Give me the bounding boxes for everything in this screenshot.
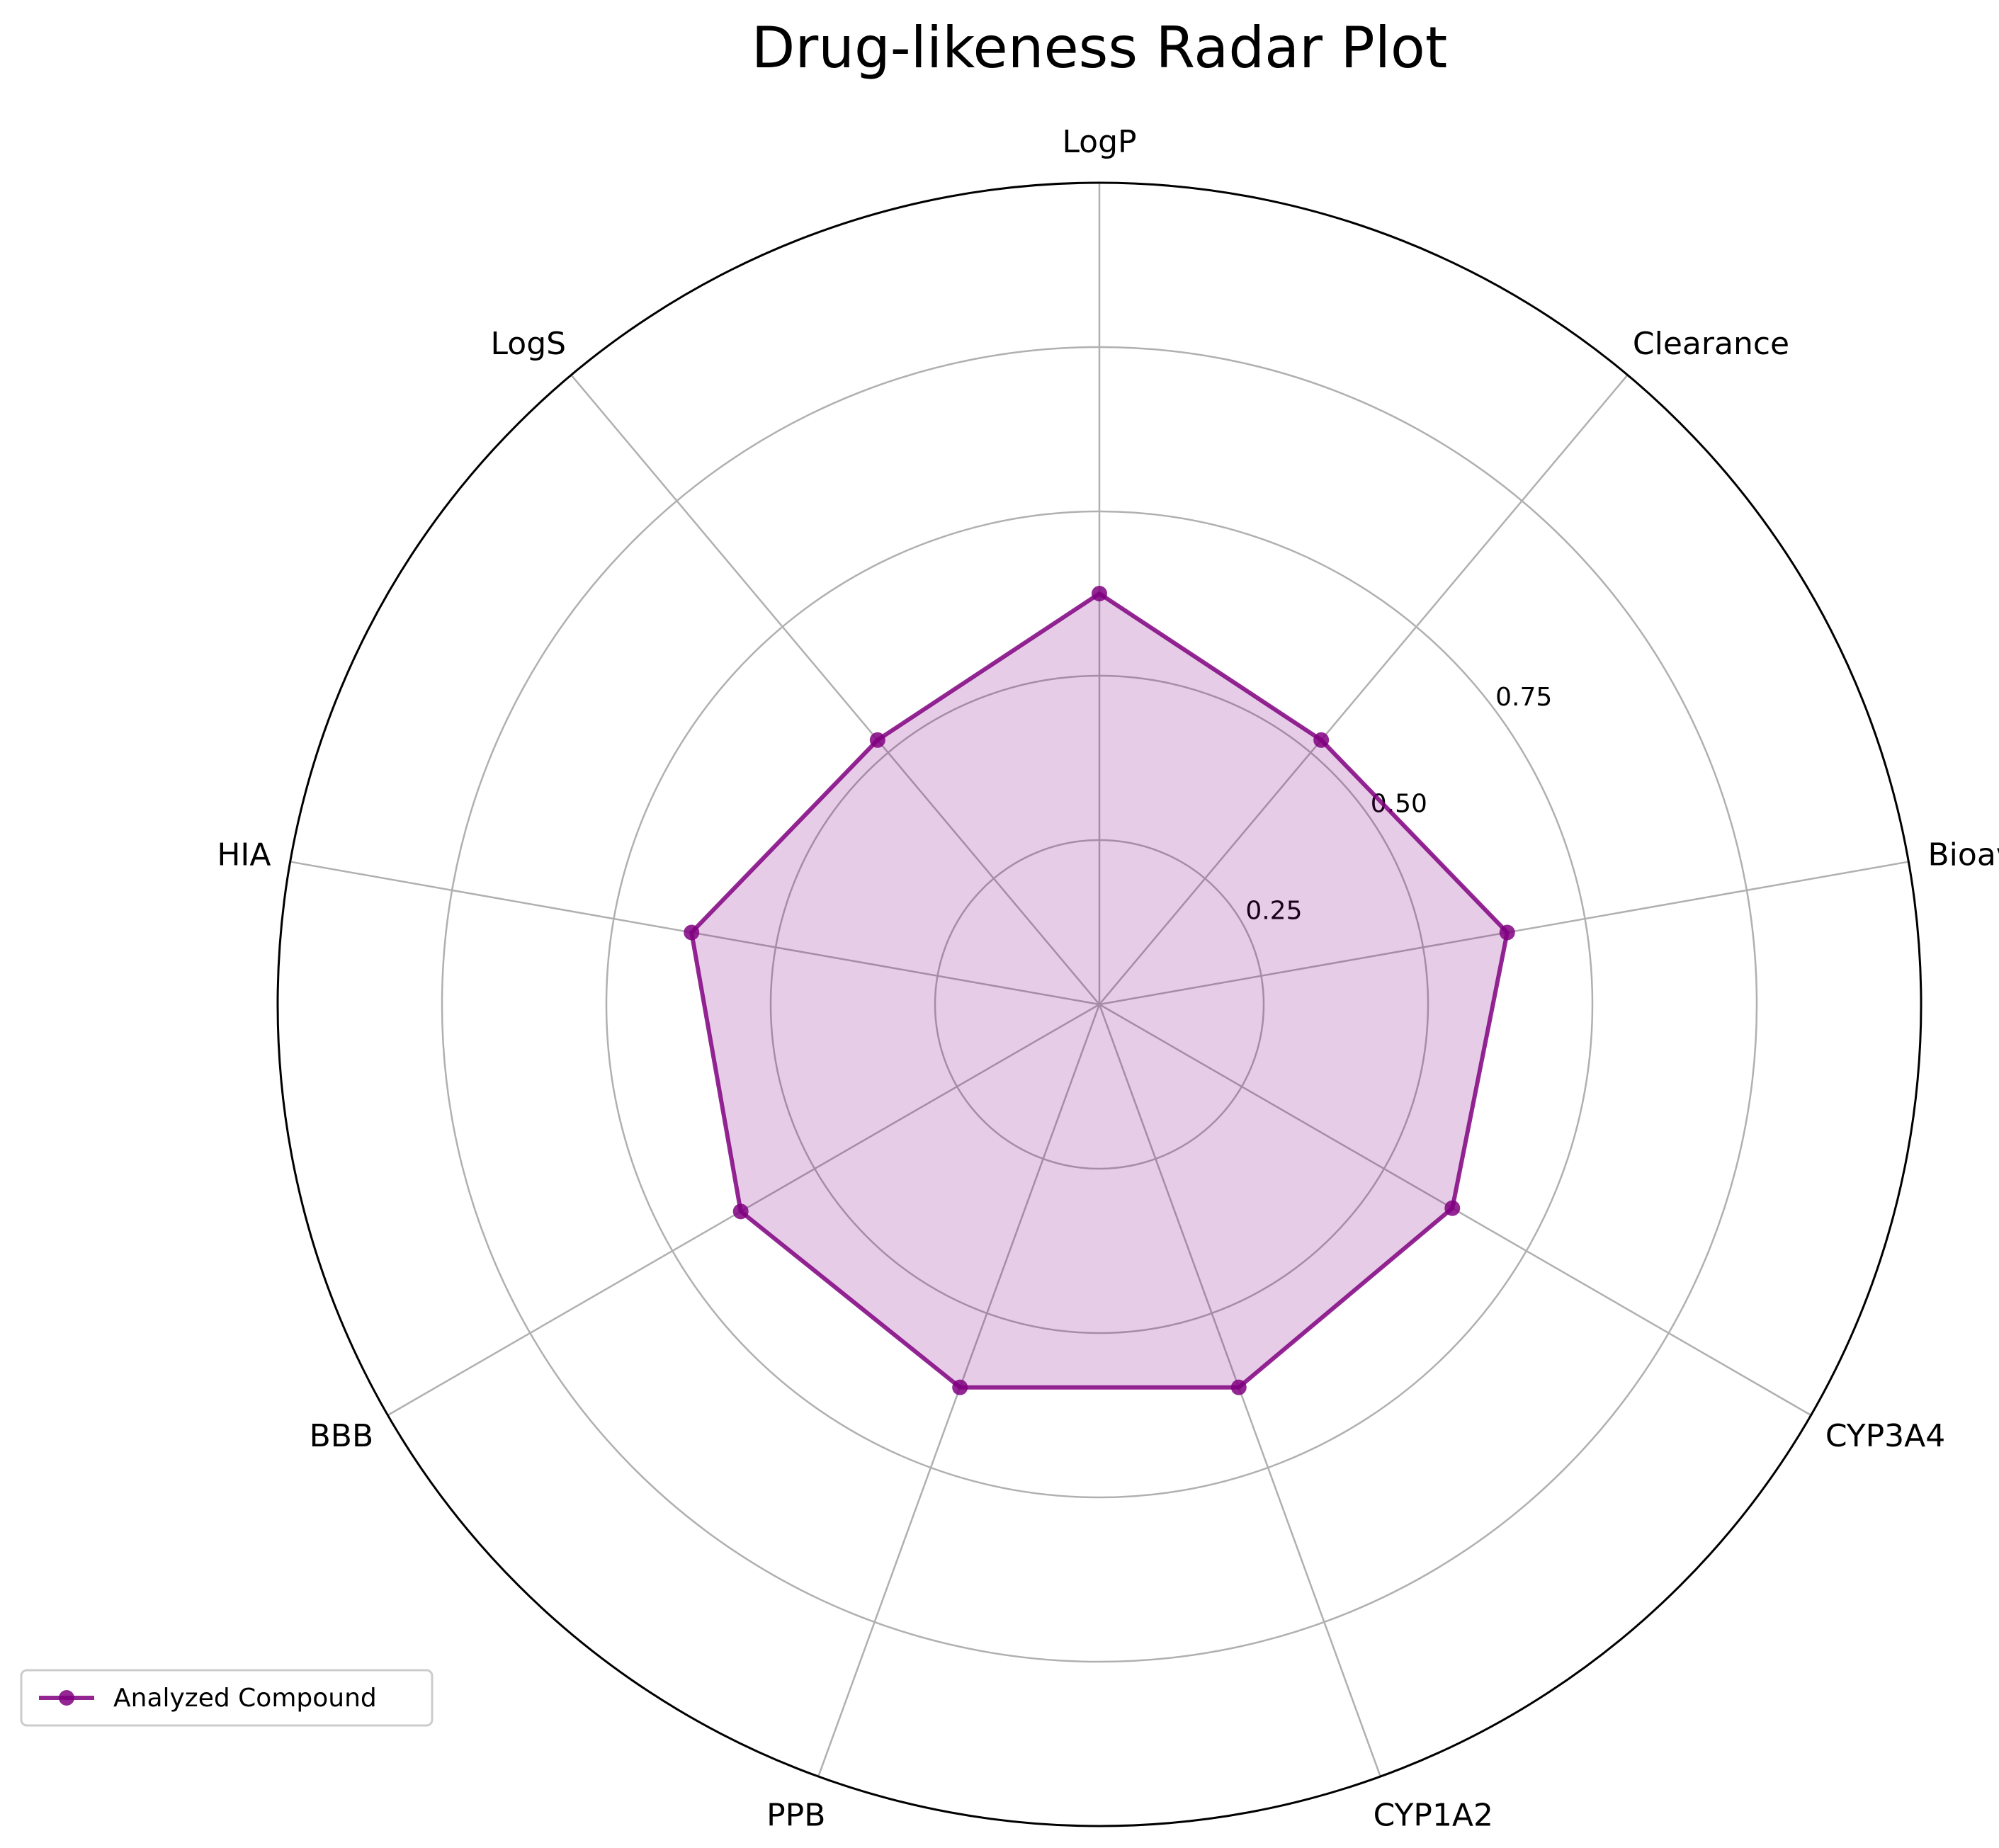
series-line bbox=[689, 591, 1510, 1390]
data-point bbox=[1313, 732, 1330, 748]
series-area bbox=[691, 594, 1507, 1388]
axis-label-bioavailability: Bioavailability bbox=[1927, 837, 1999, 873]
axis-label-cyp1a2: CYP1A2 bbox=[1374, 1798, 1493, 1834]
data-point bbox=[684, 924, 700, 941]
axis-label-logp: LogP bbox=[1062, 124, 1136, 160]
legend-frame bbox=[20, 1669, 434, 1727]
axis-spoke bbox=[570, 374, 1100, 1005]
legend-label: Analyzed Compound bbox=[113, 1684, 377, 1713]
legend: Analyzed Compound bbox=[20, 1669, 434, 1727]
axis-labels: LogP LogS HIA BBB PPB CYP1A2 CYP3A4 Bioavailabi… bbox=[217, 124, 1999, 1834]
radial-tick-label: 0.50 bbox=[1371, 790, 1427, 819]
data-point bbox=[1499, 924, 1515, 941]
radial-tick-label: 0.75 bbox=[1495, 683, 1552, 712]
legend-marker-swatch bbox=[59, 1690, 74, 1706]
axis-label-hia: HIA bbox=[217, 837, 271, 873]
data-series bbox=[684, 586, 1515, 1395]
data-point bbox=[1092, 586, 1107, 601]
radial-tick-label: 0.25 bbox=[1245, 896, 1302, 925]
axis-label-cyp3a4: CYP3A4 bbox=[1825, 1418, 1945, 1454]
data-point bbox=[869, 732, 885, 748]
axis-label-bbb: BBB bbox=[310, 1418, 374, 1454]
axis-label-logs: LogS bbox=[491, 326, 567, 362]
axis-label-ppb: PPB bbox=[766, 1798, 825, 1834]
data-point bbox=[1230, 1379, 1247, 1395]
chart-title: Drug-likeness Radar Plot bbox=[752, 15, 1447, 81]
outer-frame bbox=[276, 181, 1922, 1827]
radial-tick-labels: 0.25 0.50 0.75 bbox=[1245, 683, 1552, 925]
axis-label-clearance: Clearance bbox=[1633, 326, 1789, 362]
data-point bbox=[952, 1379, 968, 1395]
axis-spoke bbox=[1099, 374, 1629, 1005]
data-point bbox=[1444, 1200, 1461, 1216]
data-point bbox=[732, 1203, 749, 1220]
